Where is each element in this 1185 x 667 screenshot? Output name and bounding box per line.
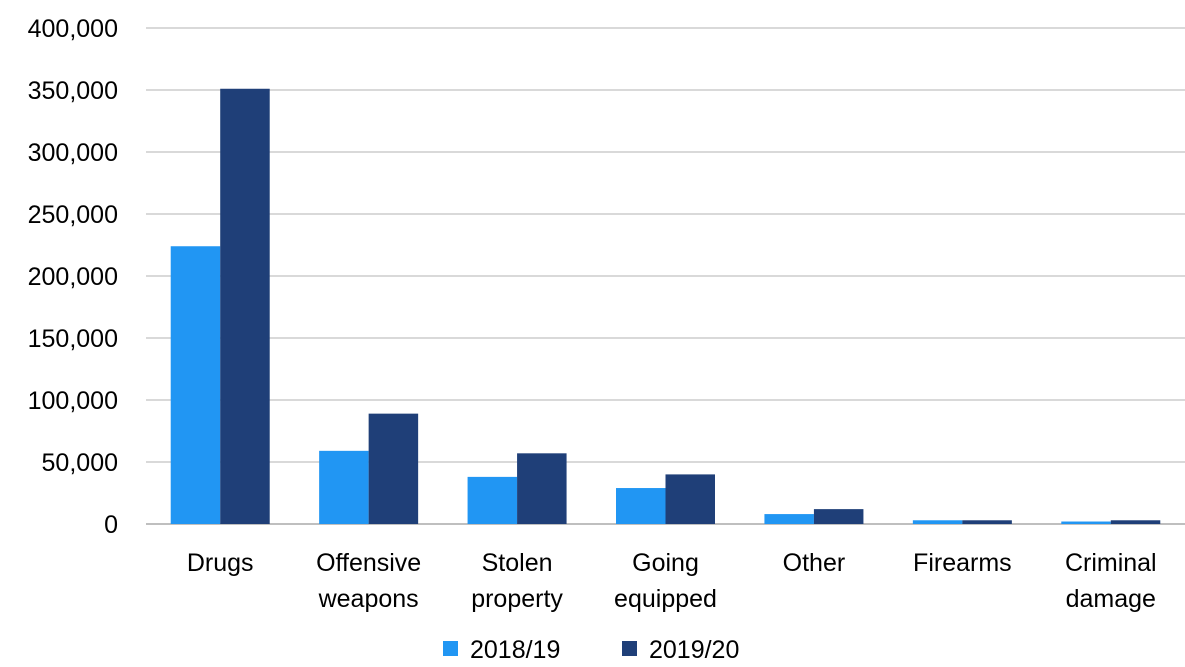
y-tick-label: 250,000 [28, 201, 118, 229]
legend-label: 2018/19 [470, 636, 560, 662]
bar-2018-19-6 [1061, 521, 1111, 524]
bar-2019-20-6 [1110, 520, 1161, 524]
bars [170, 88, 1161, 525]
bar-2018-19-1 [319, 450, 369, 524]
x-tick-label: Going [632, 549, 699, 577]
bar-2019-20-1 [368, 413, 419, 524]
y-tick-label: 350,000 [28, 77, 118, 105]
x-tick-label: damage [1066, 585, 1156, 613]
x-tick-label: Firearms [913, 549, 1012, 577]
bar-2018-19-5 [912, 520, 963, 524]
x-tick-label: equipped [614, 585, 717, 613]
legend-swatch [443, 641, 458, 656]
bar-2019-20-3 [665, 474, 715, 524]
bar-2019-20-2 [517, 453, 567, 524]
bar-2019-20-5 [962, 520, 1012, 524]
y-tick-label: 100,000 [28, 387, 118, 415]
y-tick-label: 200,000 [28, 263, 118, 291]
legend-label: 2019/20 [649, 636, 739, 662]
y-tick-label: 150,000 [28, 325, 118, 353]
y-tick-label: 0 [104, 511, 118, 539]
x-tick-label: property [471, 585, 563, 613]
y-tick-label: 300,000 [28, 139, 118, 167]
bar-2018-19-0 [170, 246, 221, 525]
x-tick-label: Offensive [316, 549, 421, 577]
y-tick-label: 400,000 [28, 15, 118, 43]
bar-2019-20-0 [220, 88, 270, 524]
x-tick-label: weapons [318, 585, 419, 613]
bar-2018-19-3 [616, 488, 666, 524]
x-tick-label: Drugs [187, 549, 254, 577]
bar-2019-20-4 [813, 509, 864, 524]
x-tick-label: Stolen [482, 549, 553, 577]
y-axis: 0 50,000 100,000 150,000 200,000 250,000 300,0… [28, 15, 118, 539]
bar-2018-19-4 [764, 514, 814, 524]
bar-2018-19-2 [467, 476, 518, 524]
legend: 2018/19 2019/20 [443, 636, 739, 664]
gridlines [146, 27, 1185, 525]
x-tick-label: Other [783, 549, 846, 577]
y-tick-label: 50,000 [42, 449, 118, 477]
legend-swatch [622, 641, 637, 656]
x-tick-label: Criminal [1065, 549, 1157, 577]
x-axis: Drugs Offensive weapons Stolen property Going… [187, 549, 1157, 613]
